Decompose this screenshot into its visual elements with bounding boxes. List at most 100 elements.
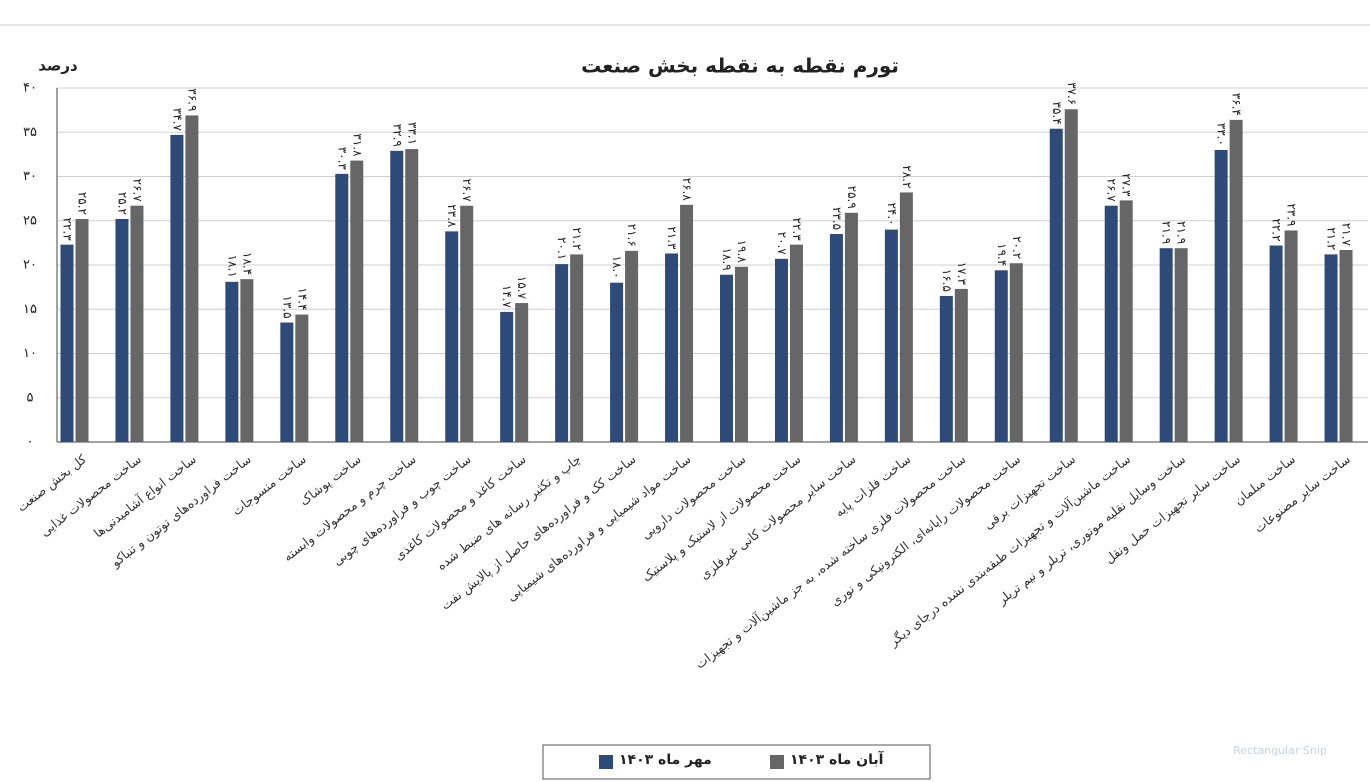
value-label: ۳۰.۳ <box>335 147 349 171</box>
value-label: ۲۱.۹ <box>1175 221 1189 244</box>
bar <box>899 192 913 442</box>
value-label: ۱۸.۹ <box>720 248 734 271</box>
x-tick-label: ساخت کک و فراورده‌های حاصل از پالایش نفت <box>438 451 639 613</box>
bar <box>130 205 144 442</box>
value-label: ۳۲.۹ <box>390 124 404 147</box>
value-label: ۲۵.۹ <box>845 186 859 209</box>
bar <box>555 264 569 442</box>
bar <box>1119 200 1133 442</box>
bar <box>225 281 239 442</box>
bar <box>1009 263 1023 442</box>
bar <box>460 205 474 442</box>
y-tick-label: ۵ <box>27 390 34 405</box>
bar <box>735 266 748 442</box>
value-label: ۱۴.۴ <box>295 287 309 310</box>
value-label: ۳۱.۸ <box>350 133 364 157</box>
y-tick-label: ۱۰ <box>23 346 37 361</box>
value-label: ۲۱.۹ <box>1160 221 1174 244</box>
bar <box>185 115 199 442</box>
bar <box>665 253 679 442</box>
legend-swatch <box>599 755 613 769</box>
value-label: ۲۱.۳ <box>665 226 679 250</box>
y-tick-label: ۲۵ <box>23 213 37 228</box>
bar <box>75 218 89 442</box>
value-label: ۲۱.۲ <box>1325 227 1339 250</box>
value-label: ۳۵.۴ <box>1050 102 1064 125</box>
bar <box>515 303 529 442</box>
value-label: ۲۶.۸ <box>680 178 694 202</box>
x-tick-label: ساخت تجهیزات برقی <box>981 451 1079 533</box>
legend-label: آبان ماه ۱۴۰۳ <box>790 750 885 768</box>
value-label: ۱۸.۰ <box>610 256 624 279</box>
y-tick-label: ۰ <box>27 435 34 450</box>
bar <box>60 244 74 442</box>
legend-label: مهر ماه ۱۴۰۳ <box>619 752 712 768</box>
value-label: ۲۰.۱ <box>555 237 569 260</box>
bar <box>1104 205 1118 442</box>
bar <box>1229 119 1243 443</box>
value-label: ۲۱.۲ <box>570 227 584 250</box>
x-tick-label: ساخت سایر مصنوعات <box>1251 451 1354 536</box>
value-label: ۳۶.۴ <box>1230 93 1244 116</box>
bar <box>115 218 129 442</box>
bar <box>405 149 419 442</box>
value-label: ۲۱.۶ <box>625 224 639 247</box>
value-label: ۲۰.۷ <box>775 232 789 256</box>
value-label: ۳۷.۶ <box>1065 82 1079 105</box>
value-label: ۱۸.۴ <box>240 252 254 275</box>
bar <box>280 322 294 442</box>
y-axis-label: درصد <box>38 57 78 75</box>
value-label: ۱۳.۵ <box>280 295 294 318</box>
y-tick-label: ۳۵ <box>23 125 37 140</box>
bar <box>170 134 184 442</box>
value-label: ۲۶.۷ <box>130 179 144 203</box>
watermark: Rectangular Snip <box>1233 744 1327 757</box>
bar <box>1324 254 1338 442</box>
bar <box>829 234 843 442</box>
bar <box>240 279 254 442</box>
bar <box>994 270 1008 442</box>
bar <box>774 258 788 442</box>
bar <box>789 244 803 442</box>
y-tick-label: ۲۰ <box>23 258 37 273</box>
bar <box>625 250 639 442</box>
value-label: ۲۰.۲ <box>1010 236 1024 259</box>
value-label: ۲۳.۸ <box>445 204 459 228</box>
bar <box>1159 248 1173 442</box>
bar <box>1269 245 1283 442</box>
bar <box>1174 248 1188 442</box>
value-label: ۱۷.۳ <box>955 262 969 286</box>
bar <box>1064 109 1078 443</box>
value-label: ۲۶.۷ <box>1105 179 1119 203</box>
value-label: ۲۱.۷ <box>1340 223 1354 247</box>
value-label: ۲۲.۲ <box>1270 218 1284 241</box>
value-label: ۱۹.۸ <box>735 240 749 264</box>
value-label: ۱۸.۱ <box>225 255 239 278</box>
value-label: ۲۳.۵ <box>830 207 844 230</box>
bar <box>954 288 968 442</box>
bar <box>350 160 364 442</box>
value-label: ۲۴.۰ <box>885 202 899 225</box>
x-tick-label: ساخت انواع آشامیدنی‌ها <box>91 451 200 541</box>
value-label: ۲۸.۲ <box>900 165 914 188</box>
value-label: ۲۷.۳ <box>1120 173 1134 197</box>
value-label: ۲۵.۲ <box>76 192 90 215</box>
bar <box>680 204 694 442</box>
value-label: ۲۵.۲ <box>115 192 129 215</box>
value-label: ۳۶.۹ <box>185 88 199 111</box>
bar <box>570 254 584 442</box>
bar <box>295 314 309 442</box>
bar <box>939 295 953 442</box>
bar <box>1339 249 1353 442</box>
bar <box>844 212 858 442</box>
value-label: ۱۴.۷ <box>500 285 514 309</box>
x-tick-label: ساخت محصولات غذایی <box>37 451 144 540</box>
y-tick-label: ۳۰ <box>23 169 37 184</box>
bar <box>610 282 624 442</box>
value-label: ۲۶.۷ <box>460 179 474 203</box>
y-tick-label: ۱۵ <box>23 302 37 317</box>
value-label: ۲۲.۳ <box>790 217 804 241</box>
bar <box>390 150 404 442</box>
bar <box>720 274 733 442</box>
